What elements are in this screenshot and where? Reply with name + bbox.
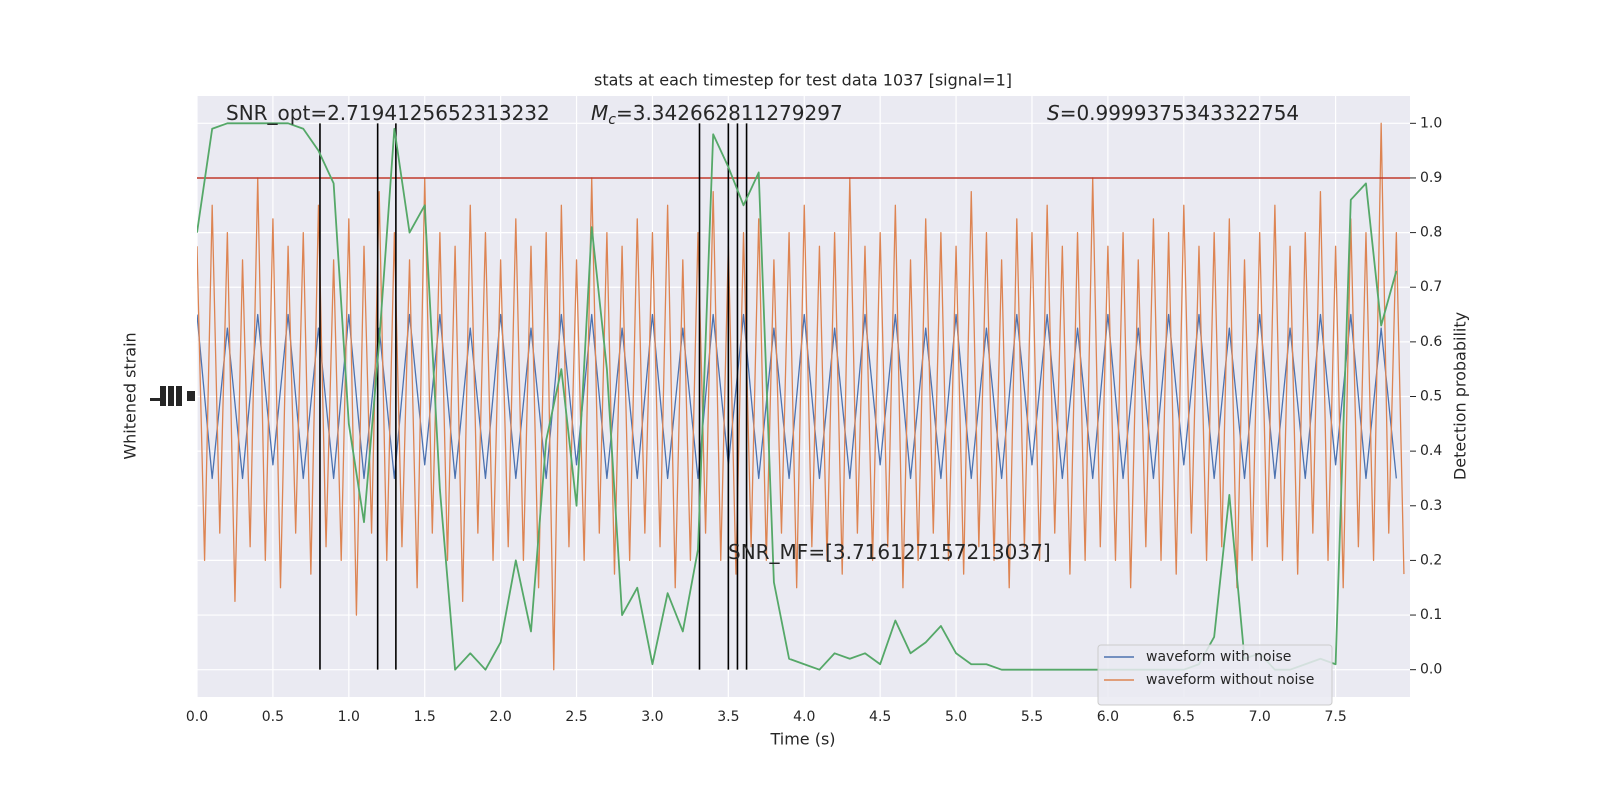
annotation-text: =0.9999375343322754 (1060, 101, 1299, 125)
y2-tick-label: 0.5 (1420, 389, 1442, 405)
annotation: SNR_MF=[3.716127157213037] (728, 540, 1051, 564)
x-tick-label: 1.5 (414, 709, 436, 725)
y-axis-label: Whitened strain (121, 332, 140, 459)
y2-tick-label: 0.2 (1420, 552, 1442, 568)
x-tick-label: 6.5 (1173, 709, 1195, 725)
x-tick-label: 6.0 (1097, 709, 1119, 725)
y2-tick-label: 0.8 (1420, 225, 1442, 241)
y2-tick-label: 0.9 (1420, 170, 1442, 186)
x-tick-label: 2.5 (565, 709, 587, 725)
x-tick-label: 5.0 (945, 709, 967, 725)
y2-tick-label: 0.7 (1420, 279, 1442, 295)
annotation-text: SNR_opt=2.7194125652313232 (226, 101, 550, 125)
x-tick-label: 2.0 (489, 709, 511, 725)
annotation-symbol: S (1047, 101, 1060, 125)
annotation-symbol: M (591, 101, 608, 125)
legend-label: waveform with noise (1146, 649, 1291, 665)
annotation-text: =3.342662811279297 (616, 101, 843, 125)
legend-label: waveform without noise (1146, 672, 1314, 688)
y2-tick-label: 0.1 (1420, 607, 1442, 623)
x-tick-label: 4.0 (793, 709, 815, 725)
y-tick-clutter (150, 386, 195, 406)
x-tick-label: 7.0 (1249, 709, 1271, 725)
x-tick-label: 5.5 (1021, 709, 1043, 725)
annotation-subscript: c (608, 112, 616, 128)
series-line (197, 122, 1405, 671)
y2-tick-label: 0.0 (1420, 662, 1442, 678)
x-tick-label: 0.5 (262, 709, 284, 725)
x-axis-label: Time (s) (769, 730, 835, 749)
x-tick-label: 3.0 (641, 709, 663, 725)
annotation: S=0.9999375343322754 (1047, 101, 1299, 125)
y2-axis-label: Detection probability (1451, 312, 1470, 480)
x-tick-label: 0.0 (186, 709, 208, 725)
annotation: Mc=3.342662811279297 (591, 101, 843, 129)
chart-title: stats at each timestep for test data 103… (594, 71, 1012, 90)
x-tick-label: 7.5 (1324, 709, 1346, 725)
x-tick-label: 3.5 (717, 709, 739, 725)
y2-tick-label: 0.4 (1420, 443, 1442, 459)
x-tick-label: 4.5 (869, 709, 891, 725)
legend-box (1097, 644, 1333, 706)
annotation-text: SNR_MF=[3.716127157213037] (728, 540, 1051, 564)
y2-tick-label: 1.0 (1420, 115, 1442, 131)
y2-tick-label: 0.6 (1420, 334, 1442, 350)
annotation: SNR_opt=2.7194125652313232 (226, 101, 550, 125)
y2-tick-label: 0.3 (1420, 498, 1442, 514)
x-tick-label: 1.0 (338, 709, 360, 725)
